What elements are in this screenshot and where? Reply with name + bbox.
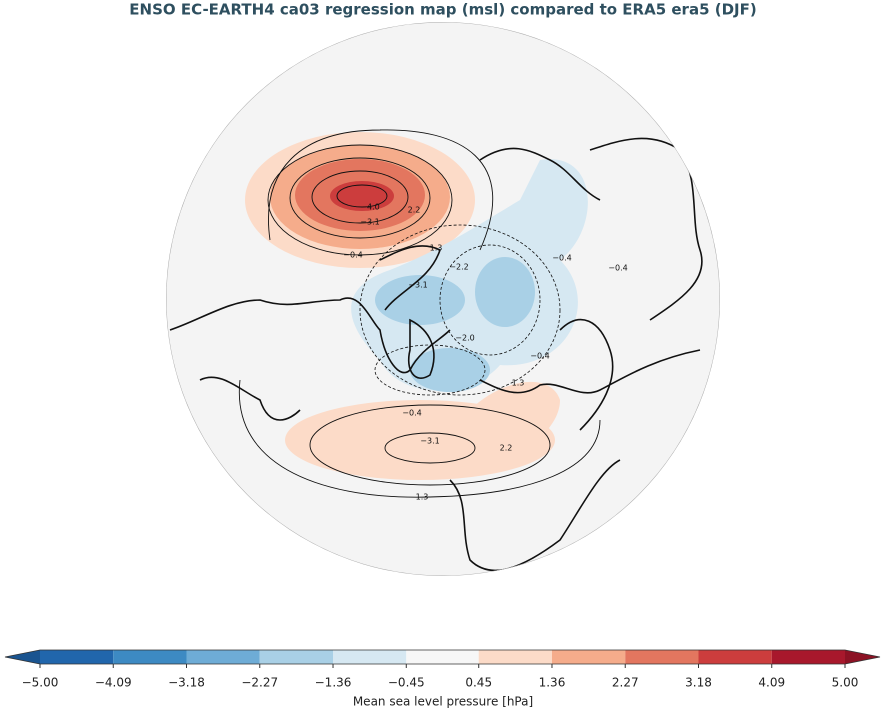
- contour-label: 1.3: [416, 493, 429, 502]
- colorbar-tick-label: −3.18: [168, 676, 205, 690]
- colorbar-tick-label: 4.09: [758, 676, 785, 690]
- colorbar-tick-label: 2.27: [612, 676, 639, 690]
- contour-label: −4.0: [360, 203, 379, 212]
- contour-label: 2.2: [500, 444, 513, 453]
- contour-label: −0.4: [608, 264, 627, 273]
- colorbar-segment: [40, 650, 114, 664]
- contour-label: −3.1: [360, 218, 379, 227]
- colorbar-segment: [625, 650, 699, 664]
- contour-label: 1.3: [512, 379, 525, 388]
- colorbar-segment: [333, 650, 407, 664]
- colorbar-tick-label: 1.36: [539, 676, 566, 690]
- contour-label: −0.4: [343, 251, 362, 260]
- contour-label: −3.1: [420, 437, 439, 446]
- colorbar-tick-label: −2.27: [241, 676, 278, 690]
- colorbar-segment: [771, 650, 845, 664]
- colorbar-segment: [186, 650, 260, 664]
- colorbar-tick-label: −1.36: [315, 676, 352, 690]
- colorbar-segment: [406, 650, 479, 664]
- contour-label: −0.4: [552, 254, 571, 263]
- contour-label: −3.1: [408, 281, 427, 290]
- colorbar-segment: [551, 650, 626, 664]
- contour-label: 2.2: [408, 206, 421, 215]
- colorbar-tick-label: 3.18: [685, 676, 712, 690]
- colorbar-segment: [113, 650, 187, 664]
- contour-label: −0.4: [530, 352, 549, 361]
- colorbar-tick-label: −5.00: [22, 676, 59, 690]
- contour-label: −2.0: [455, 334, 474, 343]
- colorbar-segment: [698, 650, 772, 664]
- contour-labels: −4.0 −3.1 2.2 −0.4 1.3 −2.2 −3.1 −2.0 −0.4 −0.4 −0…: [343, 203, 627, 502]
- colorbar-tick-label: −4.09: [95, 676, 132, 690]
- colorbar-tick-label: 0.45: [465, 676, 492, 690]
- colorbar-tick-label: 5.00: [832, 676, 859, 690]
- title: ENSO EC-EARTH4 ca03 regression map (msl)…: [129, 1, 756, 19]
- contour-label: 1.3: [430, 244, 443, 253]
- colorbar-extend-low: [5, 650, 40, 664]
- colorbar: −5.00 −4.09 −3.18 −2.27 −1.36 −0.45 0.45 1.36 2.…: [4, 649, 881, 690]
- colorbar-segment: [259, 650, 334, 664]
- contour-label: −2.2: [449, 263, 468, 272]
- map: [166, 22, 720, 576]
- colorbar-extend-high: [845, 650, 880, 664]
- colorbar-tick-label: −0.45: [388, 676, 425, 690]
- colorbar-segment: [478, 650, 552, 664]
- contour-label: −0.4: [402, 409, 421, 418]
- colorbar-label: Mean sea level pressure [hPa]: [353, 695, 533, 709]
